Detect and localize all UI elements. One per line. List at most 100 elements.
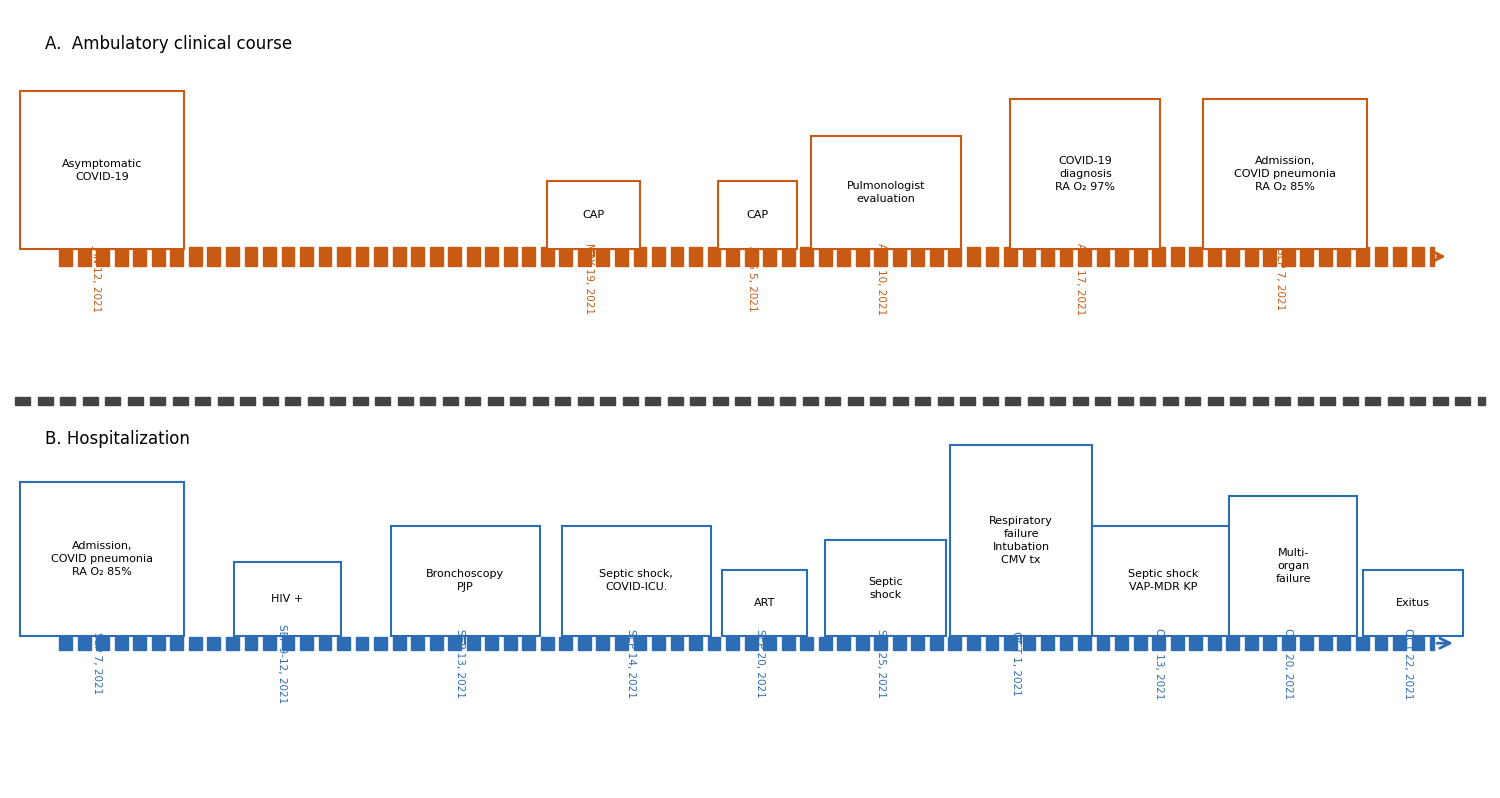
Bar	[960, 397, 975, 405]
Bar	[38, 397, 52, 405]
Bar	[708, 247, 720, 266]
Bar	[116, 637, 128, 650]
Bar	[1172, 247, 1184, 266]
Bar	[466, 247, 480, 266]
Bar	[15, 397, 30, 405]
FancyBboxPatch shape	[1203, 99, 1366, 249]
Bar	[1412, 637, 1425, 650]
Bar	[622, 397, 638, 405]
Bar	[375, 397, 390, 405]
Bar	[1208, 247, 1221, 266]
Bar	[1318, 637, 1332, 650]
Bar	[352, 397, 368, 405]
Bar	[1004, 247, 1017, 266]
Bar	[837, 247, 850, 266]
Bar	[150, 397, 165, 405]
FancyBboxPatch shape	[722, 570, 807, 636]
Bar	[930, 637, 944, 650]
Bar	[819, 247, 831, 266]
Text: OCT 20, 2021: OCT 20, 2021	[1284, 628, 1293, 699]
Bar	[1134, 247, 1146, 266]
Bar	[1114, 637, 1128, 650]
FancyBboxPatch shape	[812, 136, 960, 249]
Text: COVID-19
diagnosis
RA O₂ 97%: COVID-19 diagnosis RA O₂ 97%	[1056, 156, 1114, 192]
Bar	[764, 637, 776, 650]
Text: Respiratory
failure
Intubation
CMV tx: Respiratory failure Intubation CMV tx	[988, 516, 1053, 565]
Text: CAP: CAP	[747, 210, 768, 220]
Bar	[597, 637, 609, 650]
Text: Pulmonologist
evaluation: Pulmonologist evaluation	[846, 181, 926, 204]
FancyBboxPatch shape	[825, 540, 946, 636]
Bar	[1041, 637, 1054, 650]
Bar	[764, 247, 776, 266]
Bar	[1394, 637, 1406, 650]
Text: Septic
shock: Septic shock	[868, 576, 903, 600]
Bar	[892, 247, 906, 266]
Bar	[688, 247, 702, 266]
Bar	[555, 397, 570, 405]
Bar	[542, 637, 554, 650]
Text: SEP 25, 2021: SEP 25, 2021	[876, 629, 885, 697]
Bar	[1245, 247, 1257, 266]
Bar	[1134, 637, 1146, 650]
Bar	[597, 247, 609, 266]
FancyBboxPatch shape	[1364, 570, 1462, 636]
Bar	[1298, 397, 1312, 405]
Bar	[318, 637, 332, 650]
FancyBboxPatch shape	[20, 92, 184, 249]
Bar	[578, 247, 591, 266]
Bar	[744, 637, 758, 650]
Bar	[1230, 397, 1245, 405]
Bar	[171, 637, 183, 650]
Bar	[128, 397, 142, 405]
Bar	[282, 247, 294, 266]
Bar	[60, 247, 72, 266]
Bar	[207, 637, 220, 650]
Bar	[1430, 637, 1434, 650]
Bar	[874, 637, 886, 650]
Bar	[60, 397, 75, 405]
Bar	[1096, 247, 1110, 266]
Bar	[802, 397, 818, 405]
Bar	[982, 397, 998, 405]
Bar	[262, 397, 278, 405]
FancyBboxPatch shape	[548, 181, 640, 249]
Bar	[1432, 397, 1448, 405]
Bar	[948, 247, 962, 266]
Bar	[82, 397, 98, 405]
Bar	[1152, 247, 1166, 266]
Bar	[1282, 637, 1294, 650]
Bar	[1356, 637, 1370, 650]
Bar	[968, 637, 980, 650]
Bar	[801, 637, 813, 650]
Bar	[1023, 247, 1035, 266]
Bar	[1162, 397, 1178, 405]
Bar	[1365, 397, 1380, 405]
Bar	[244, 247, 258, 266]
Bar	[78, 637, 90, 650]
Text: CAP: CAP	[582, 210, 604, 220]
Bar	[318, 247, 332, 266]
Text: SEP 7, 2021: SEP 7, 2021	[92, 632, 102, 694]
Text: Multi-
organ
failure: Multi- organ failure	[1275, 548, 1311, 584]
FancyBboxPatch shape	[1011, 99, 1160, 249]
Bar	[1478, 397, 1485, 405]
Bar	[300, 637, 313, 650]
Bar	[1050, 397, 1065, 405]
Bar	[578, 397, 592, 405]
Bar	[758, 397, 772, 405]
Bar	[398, 397, 412, 405]
Bar	[244, 637, 258, 650]
Bar	[374, 637, 387, 650]
Bar	[240, 397, 255, 405]
Bar	[189, 247, 201, 266]
Bar	[1342, 397, 1358, 405]
FancyBboxPatch shape	[1092, 526, 1234, 636]
Bar	[670, 247, 684, 266]
Bar	[78, 247, 90, 266]
Bar	[134, 247, 146, 266]
Bar	[1190, 637, 1202, 650]
Text: SEP 14, 2021: SEP 14, 2021	[627, 629, 636, 697]
Bar	[338, 637, 350, 650]
Text: AUG 5, 2021: AUG 5, 2021	[747, 246, 758, 312]
